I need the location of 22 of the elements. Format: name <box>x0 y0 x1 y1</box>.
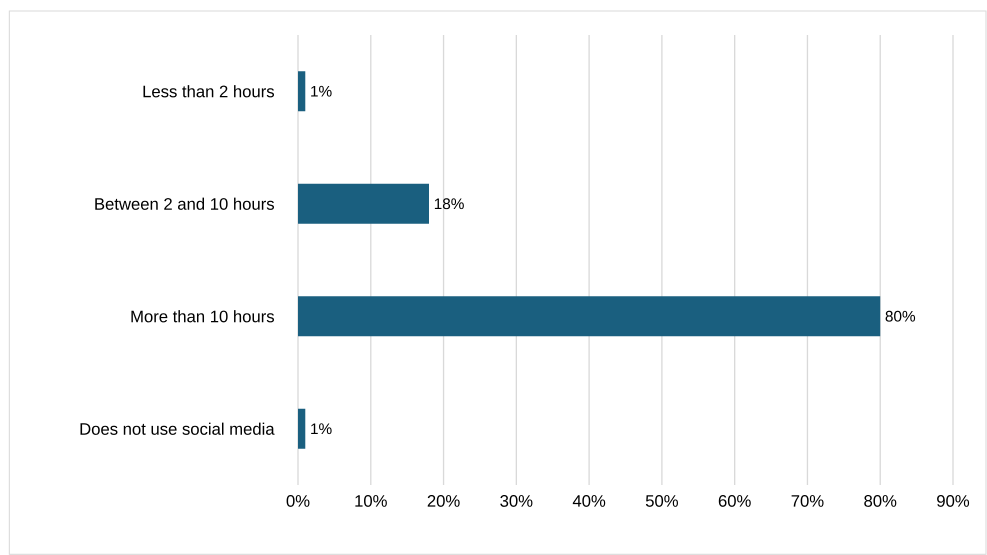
y-tick-label: Between 2 and 10 hours <box>95 198 274 210</box>
x-tick-label: 10% <box>355 495 387 507</box>
bar <box>298 184 430 224</box>
y-tick-label: Does not use social media <box>80 422 275 435</box>
x-tick-label: 60% <box>718 495 751 507</box>
x-tick-label: 30% <box>500 495 532 507</box>
x-tick-label: 70% <box>792 495 824 507</box>
x-tick-label: 80% <box>864 495 896 507</box>
bar <box>298 408 306 449</box>
data-label: 1% <box>311 423 332 434</box>
y-tick-label: Less than 2 hours <box>143 85 274 98</box>
x-tick-label: 50% <box>646 495 678 507</box>
data-label: 18% <box>434 198 464 210</box>
x-tick-label: 90% <box>937 495 970 507</box>
x-tick-label: 40% <box>572 495 606 507</box>
data-label: 80% <box>886 310 916 322</box>
bar <box>298 296 880 336</box>
data-label: 1% <box>311 86 332 97</box>
bar <box>298 71 306 112</box>
x-tick-label: 20% <box>428 495 460 507</box>
x-tick-label: 0% <box>286 495 310 507</box>
y-tick-label: More than 10 hours <box>131 310 274 322</box>
